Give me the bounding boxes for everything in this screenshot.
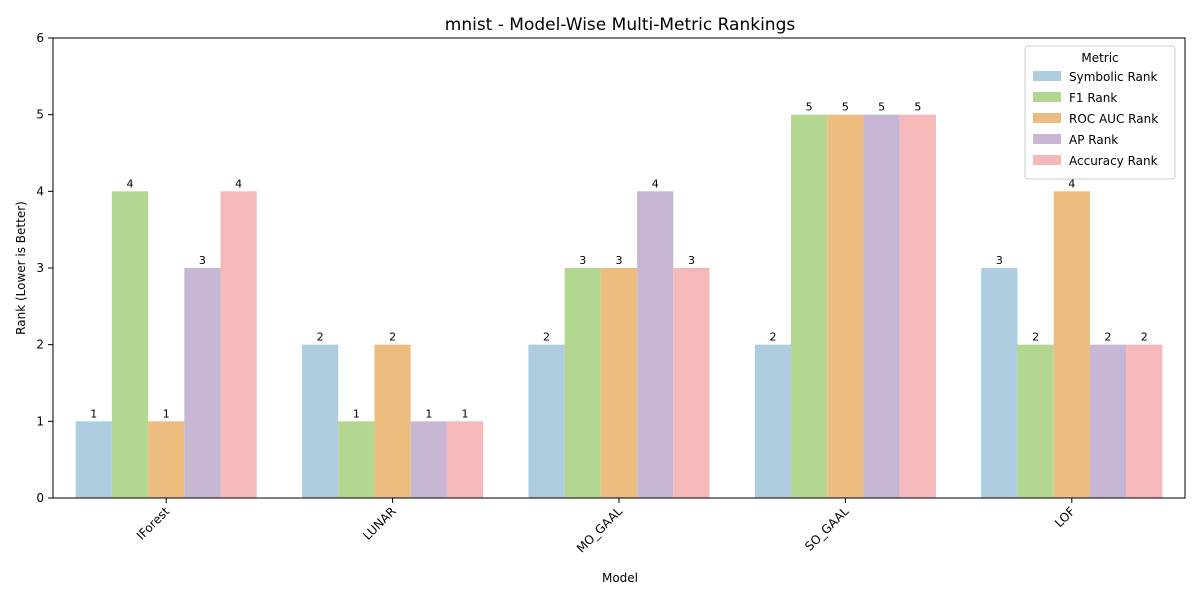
bar-value-label: 1 [90,407,97,420]
legend-swatch [1033,92,1061,102]
bar-value-label: 2 [389,331,396,344]
y-tick-label: 6 [36,31,44,45]
x-tick-label: IForest [134,504,173,543]
bar-value-label: 5 [914,101,921,114]
bar-value-label: 1 [163,407,170,420]
y-tick-label: 1 [36,414,44,428]
y-tick-label: 5 [36,108,44,122]
bar [184,268,221,498]
bar [1089,344,1127,498]
x-tick-label: SO_GAAL [802,504,852,554]
legend-entry: Symbolic Rank [1069,70,1157,84]
bar [981,268,1018,498]
bar [637,191,674,499]
x-tick-label: LOF [1052,504,1078,530]
legend-entry: Accuracy Rank [1069,154,1158,168]
bar [338,421,375,498]
bar-value-label: 5 [842,101,849,114]
bar [827,114,864,499]
y-tick-label: 4 [36,184,44,198]
bar [1017,344,1054,498]
bar-value-label: 3 [688,254,695,267]
bar-value-label: 1 [462,407,469,420]
bar-value-label: 3 [579,254,586,267]
legend-box [1024,45,1176,180]
bar [899,114,936,499]
bar-value-label: 5 [806,101,813,114]
legend-swatch [1033,155,1061,165]
bar-value-label: 3 [199,254,206,267]
bar [754,344,792,498]
y-tick-label: 2 [36,338,44,352]
x-tick-label: LUNAR [360,504,398,542]
bar-value-label: 2 [769,331,776,344]
y-tick-label: 0 [36,491,44,505]
bar [446,421,484,498]
legend: Metric Symbolic Rank F1 Rank ROC AUC Rank AP… [1024,45,1176,180]
bar-value-label: 1 [353,407,360,420]
bar-value-label: 2 [543,331,550,344]
bar [564,268,601,498]
bar [374,344,411,498]
bar [1126,344,1163,498]
bar-value-label: 4 [1068,177,1075,190]
bar [111,191,149,499]
legend-title: Metric [1081,51,1118,65]
bar-value-label: 4 [126,177,133,190]
bar-value-label: 3 [996,254,1003,267]
bar-value-label: 3 [616,254,623,267]
chart-title: mnist - Model-Wise Multi-Metric Rankings [445,15,796,35]
legend-entry: F1 Rank [1069,91,1117,105]
y-tick-label: 3 [36,261,44,275]
bar [791,114,828,499]
bar-value-label: 4 [235,177,242,190]
bar [148,421,185,498]
legend-entry: AP Rank [1069,133,1118,147]
bar-value-label: 4 [652,177,659,190]
bar [863,114,900,499]
bar [528,344,565,498]
legend-swatch [1033,71,1061,81]
legend-swatch [1033,113,1061,123]
bar-value-label: 1 [425,407,432,420]
bar [220,191,257,499]
bar-value-label: 2 [317,331,324,344]
bar [410,421,447,498]
x-axis-label: Model [602,571,638,585]
bar [673,268,710,498]
x-tick-label: MO_GAAL [574,504,626,556]
bar [1053,191,1090,499]
bar [302,344,339,498]
legend-swatch [1033,134,1061,144]
bar [600,268,638,498]
bar-value-label: 2 [1105,331,1112,344]
y-axis-label: Rank (Lower is Better) [14,201,28,335]
bar [75,421,112,498]
bar-value-label: 2 [1032,331,1039,344]
legend-entry: ROC AUC Rank [1069,112,1158,126]
bar-value-label: 2 [1141,331,1148,344]
bar-value-label: 5 [878,101,885,114]
plot-area: 1 2 2 2 3 4 1 3 5 2 1 2 3 5 4 3 1 4 5 2 4 1 3 5 2 0 1 2 3 4 5 6 IForest L… [36,31,1186,556]
